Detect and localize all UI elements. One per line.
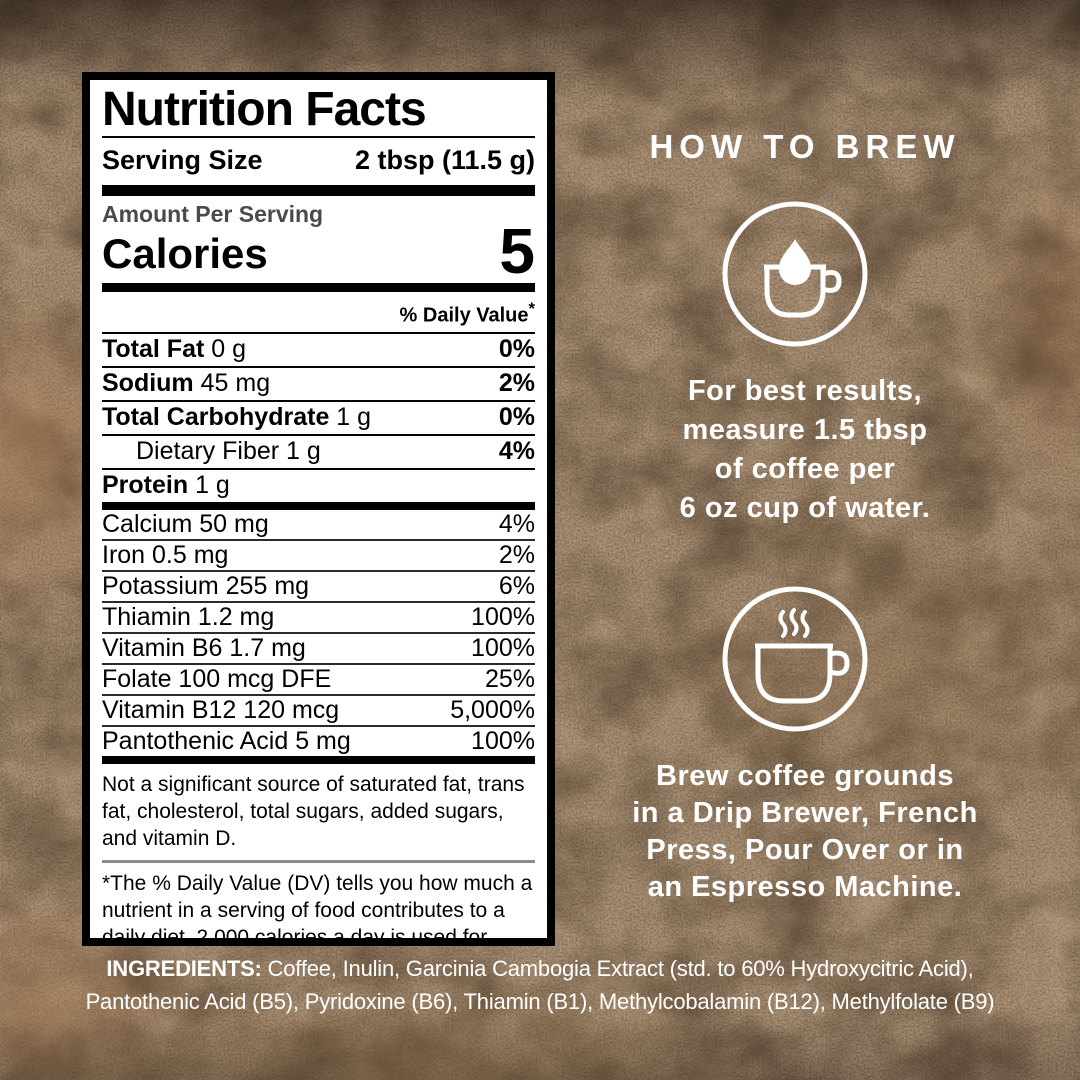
serving-size-value: 2 tbsp (11.5 g)	[354, 145, 535, 175]
serving-size-row: Serving Size 2 tbsp (11.5 g)	[102, 138, 535, 185]
nutrient-row-sodium: Sodium 45 mg 2%	[102, 368, 535, 402]
steaming-cup-icon	[722, 586, 868, 732]
daily-value: 0%	[498, 335, 535, 364]
nutrient-row-iron: Iron 0.5 mg 2%	[102, 541, 535, 572]
thick-divider	[102, 501, 535, 510]
nutrient-row-protein: Protein 1 g	[102, 471, 230, 500]
nutrient-row-total-fat: Total Fat 0 g 0%	[102, 334, 535, 368]
divider	[102, 136, 535, 138]
daily-value: 25%	[484, 664, 535, 693]
nutrient-row-calcium: Calcium 50 mg 4%	[102, 510, 535, 541]
calories-label: Calories	[102, 230, 268, 277]
ingredients-text: INGREDIENTS: Coffee, Inulin, Garcinia Ca…	[85, 956, 995, 1014]
brew-step-1-text: For best results, measure 1.5 tbsp of co…	[679, 375, 931, 524]
how-to-brew-title: HOW TO BREW	[649, 128, 961, 165]
thick-divider	[102, 185, 535, 196]
daily-value: 100%	[471, 726, 535, 755]
footnote-divider	[102, 859, 535, 863]
calories-value: 5	[499, 215, 535, 287]
thick-divider	[102, 755, 535, 764]
brew-step-2-text: Brew coffee grounds in a Drip Brewer, Fr…	[632, 760, 978, 903]
daily-value: 6%	[498, 571, 535, 600]
daily-value: 2%	[498, 369, 535, 398]
ingredients-label: INGREDIENTS:	[106, 956, 262, 981]
calories-row: Calories 5	[102, 215, 535, 287]
daily-value: 4%	[498, 509, 535, 538]
nutrient-row-folate: Folate 100 mcg DFE 25%	[102, 665, 535, 696]
droplet-cup-icon	[722, 201, 868, 347]
daily-value: 0%	[498, 403, 535, 432]
nutrient-row-potassium: Potassium 255 mg 6%	[102, 572, 535, 603]
daily-value: 5,000%	[450, 695, 535, 724]
nutrient-row-pantothenic-acid: Pantothenic Acid 5 mg 100%	[102, 726, 535, 755]
daily-value-asterisk: *	[528, 299, 535, 318]
daily-value-footnote: *The % Daily Value (DV) tells you how mu…	[102, 871, 533, 946]
daily-value: 2%	[498, 540, 535, 569]
daily-value: 100%	[471, 602, 535, 631]
amount-per-serving-label: Amount Per Serving	[102, 201, 324, 227]
nutrient-row-thiamin: Thiamin 1.2 mg 100%	[102, 603, 535, 634]
daily-value-header: % Daily Value*	[102, 292, 535, 334]
nutrient-row-vitamin-b12: Vitamin B12 120 mcg 5,000%	[102, 696, 535, 727]
nutrition-facts-panel: Nutrition Facts Serving Size 2 tbsp (11.…	[82, 72, 555, 946]
nutrition-facts-title: Nutrition Facts	[102, 83, 427, 136]
daily-value: 4%	[498, 437, 535, 466]
main-nutrient-rows: Total Fat 0 g 0% Sodium 45 mg 2% Total C…	[102, 334, 535, 502]
thick-divider	[102, 283, 535, 292]
serving-size-label: Serving Size	[102, 145, 263, 175]
nutrient-row-total-carbohydrate: Total Carbohydrate 1 g 0%	[102, 402, 535, 436]
not-significant-source-footnote: Not a significant source of saturated fa…	[102, 772, 525, 850]
micronutrient-rows: Calcium 50 mg 4% Iron 0.5 mg 2% Potassiu…	[102, 510, 535, 756]
nutrient-row-dietary-fiber: Dietary Fiber 1 g 4%	[102, 436, 535, 470]
daily-value: 100%	[471, 633, 535, 662]
nutrient-row-vitamin-b6: Vitamin B6 1.7 mg 100%	[102, 634, 535, 665]
